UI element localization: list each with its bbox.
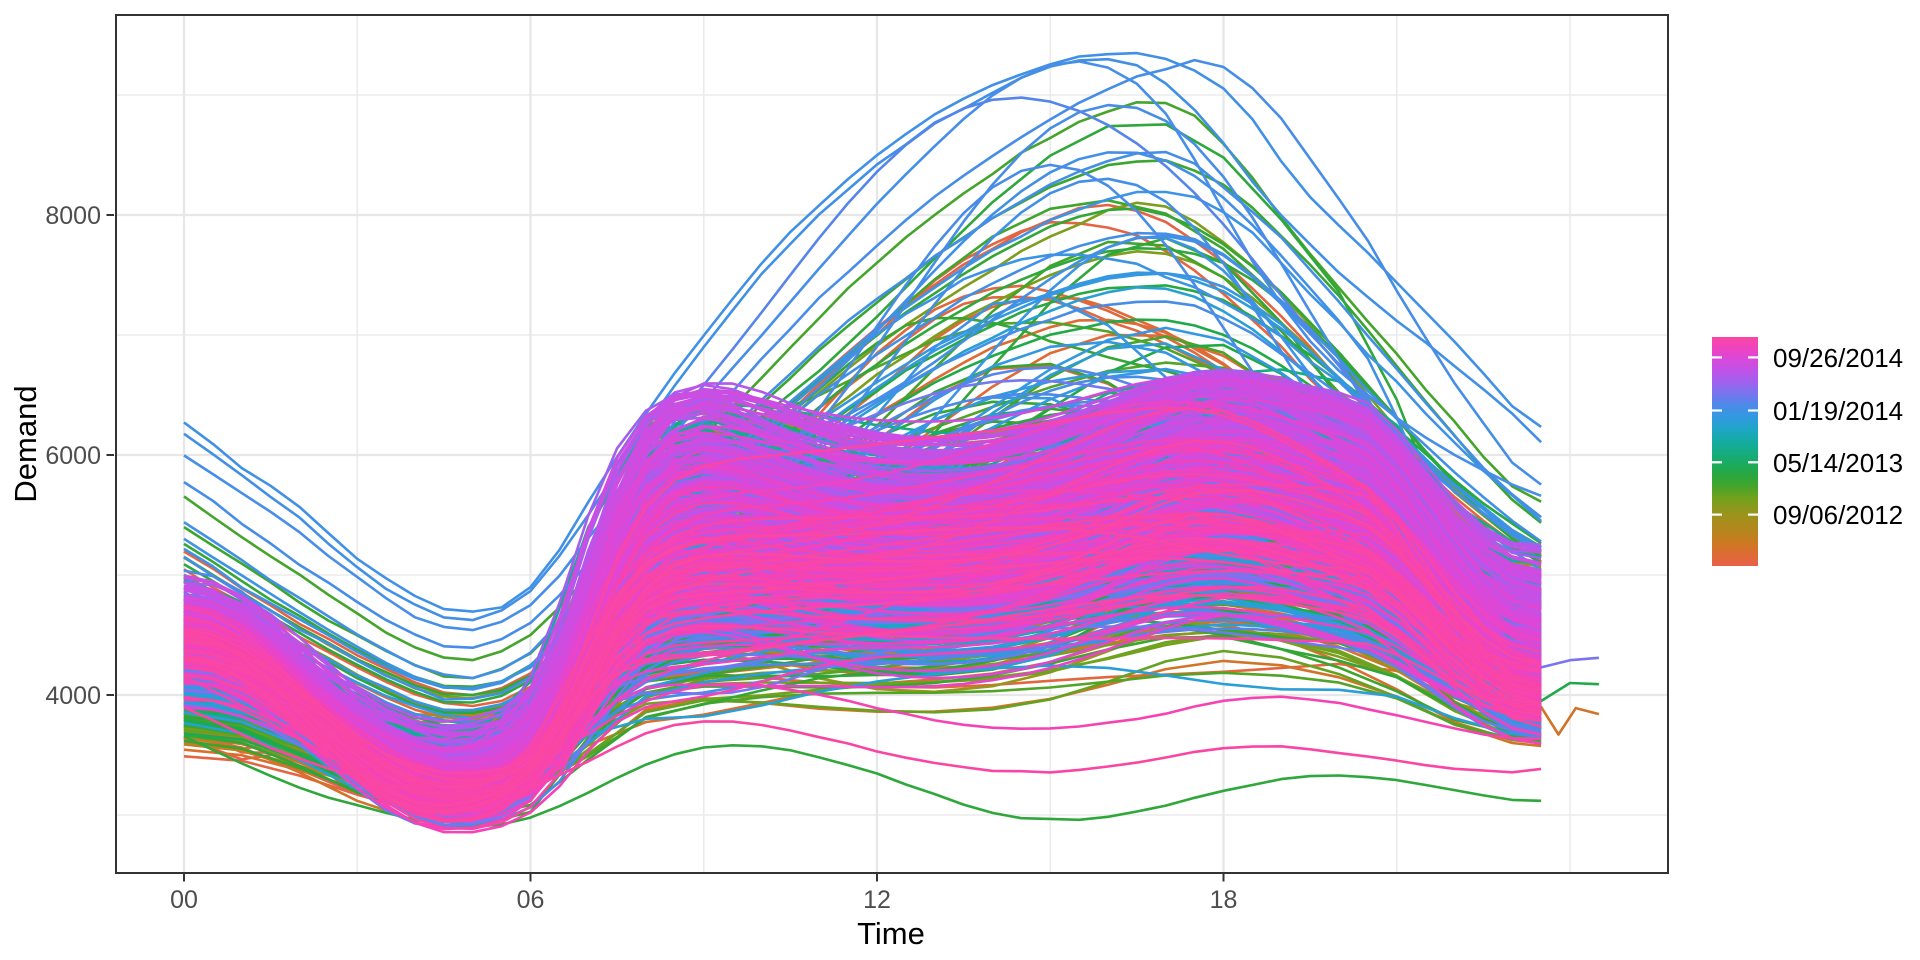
svg-text:06: 06 bbox=[517, 886, 545, 914]
svg-text:18: 18 bbox=[1210, 886, 1238, 914]
svg-text:Demand: Demand bbox=[8, 385, 43, 502]
svg-text:8000: 8000 bbox=[45, 202, 101, 230]
svg-text:05/14/2013: 05/14/2013 bbox=[1773, 448, 1903, 478]
svg-text:6000: 6000 bbox=[45, 442, 101, 470]
svg-text:Time: Time bbox=[857, 916, 925, 951]
svg-text:09/06/2012: 09/06/2012 bbox=[1773, 500, 1903, 530]
svg-text:4000: 4000 bbox=[45, 682, 101, 710]
svg-text:09/26/2014: 09/26/2014 bbox=[1773, 343, 1903, 373]
svg-text:12: 12 bbox=[863, 886, 891, 914]
svg-text:01/19/2014: 01/19/2014 bbox=[1773, 396, 1903, 426]
svg-text:00: 00 bbox=[170, 886, 198, 914]
